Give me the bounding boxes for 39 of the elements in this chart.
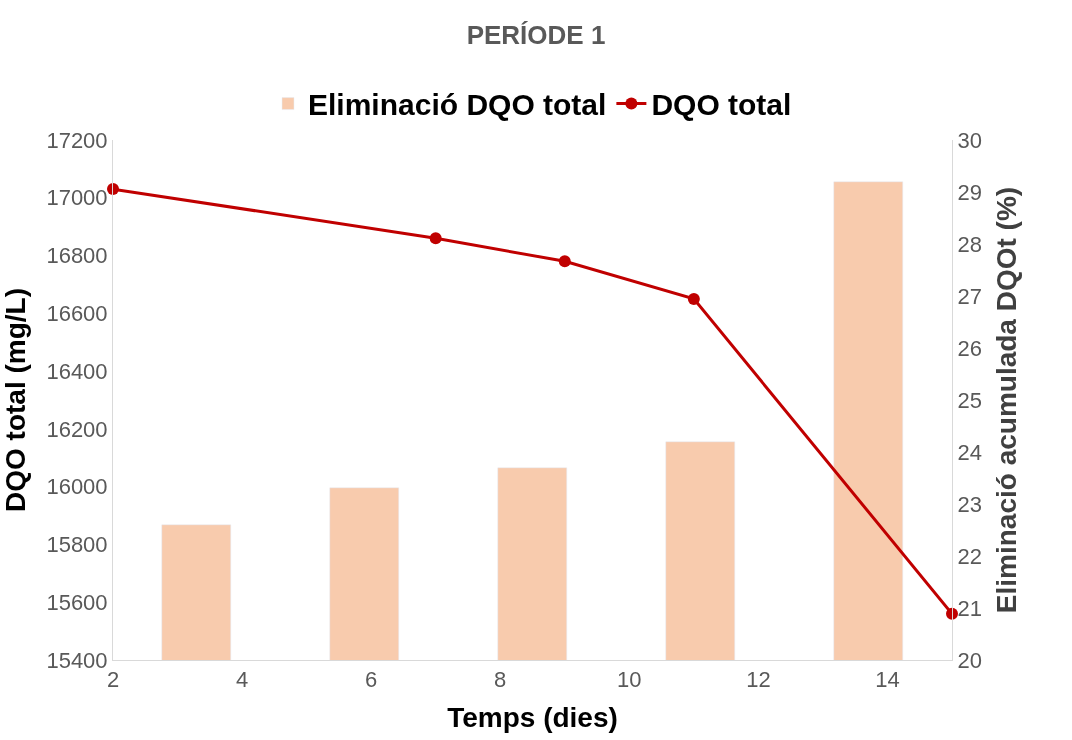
y2-tick-label: 20 (957, 647, 982, 673)
y2-tick-label: 23 (957, 491, 982, 517)
legend-label: Eliminació DQO total (308, 88, 607, 122)
y2-tick-label: 21 (957, 595, 982, 621)
x-tick-label: 10 (617, 667, 642, 693)
x-tick-label: 4 (235, 667, 249, 693)
y-tick-label: 16600 (46, 301, 108, 327)
y-tick-label: 16000 (46, 474, 108, 500)
y2-tick-label: 28 (957, 231, 982, 257)
y-tick-label: 17200 (46, 127, 108, 153)
y-tick-label: 16400 (46, 358, 108, 384)
x-tick-label: 12 (746, 667, 771, 693)
x-tick-label: 6 (365, 667, 378, 693)
x-tick-label: 8 (494, 667, 507, 693)
point (107, 183, 119, 196)
y-tick-label: 16200 (46, 416, 108, 442)
point (558, 255, 571, 268)
y-tick-label: 16800 (46, 243, 108, 269)
y2-tick-label: 30 (957, 127, 982, 153)
y-tick-label: 15400 (46, 647, 108, 673)
x-tick-label: 2 (106, 667, 120, 693)
y2-tick-label: 22 (957, 543, 982, 569)
y-tick-label: 15600 (46, 589, 108, 615)
y2-axis-title: Eliminació acumulada DQOt (%) (990, 186, 1022, 614)
y2-tick-label: 29 (957, 179, 982, 205)
chart-title: PERÍODE 1 (466, 20, 606, 51)
y2-tick-label: 26 (957, 335, 982, 361)
y2-tick-label: 27 (957, 283, 982, 309)
y2-tick-label: 25 (957, 387, 982, 413)
point (946, 607, 958, 620)
y-axis-title: DQO total (mg/L) (0, 288, 31, 512)
y-tick-label: 17000 (46, 185, 108, 211)
y-tick-label: 15800 (46, 532, 108, 558)
point (429, 232, 442, 245)
point (687, 292, 700, 305)
x-tick-label: 14 (875, 667, 900, 693)
legend-label: DQO total (651, 88, 792, 122)
x-axis-title: Temps (dies) (447, 701, 618, 733)
y2-tick-label: 24 (957, 439, 982, 465)
